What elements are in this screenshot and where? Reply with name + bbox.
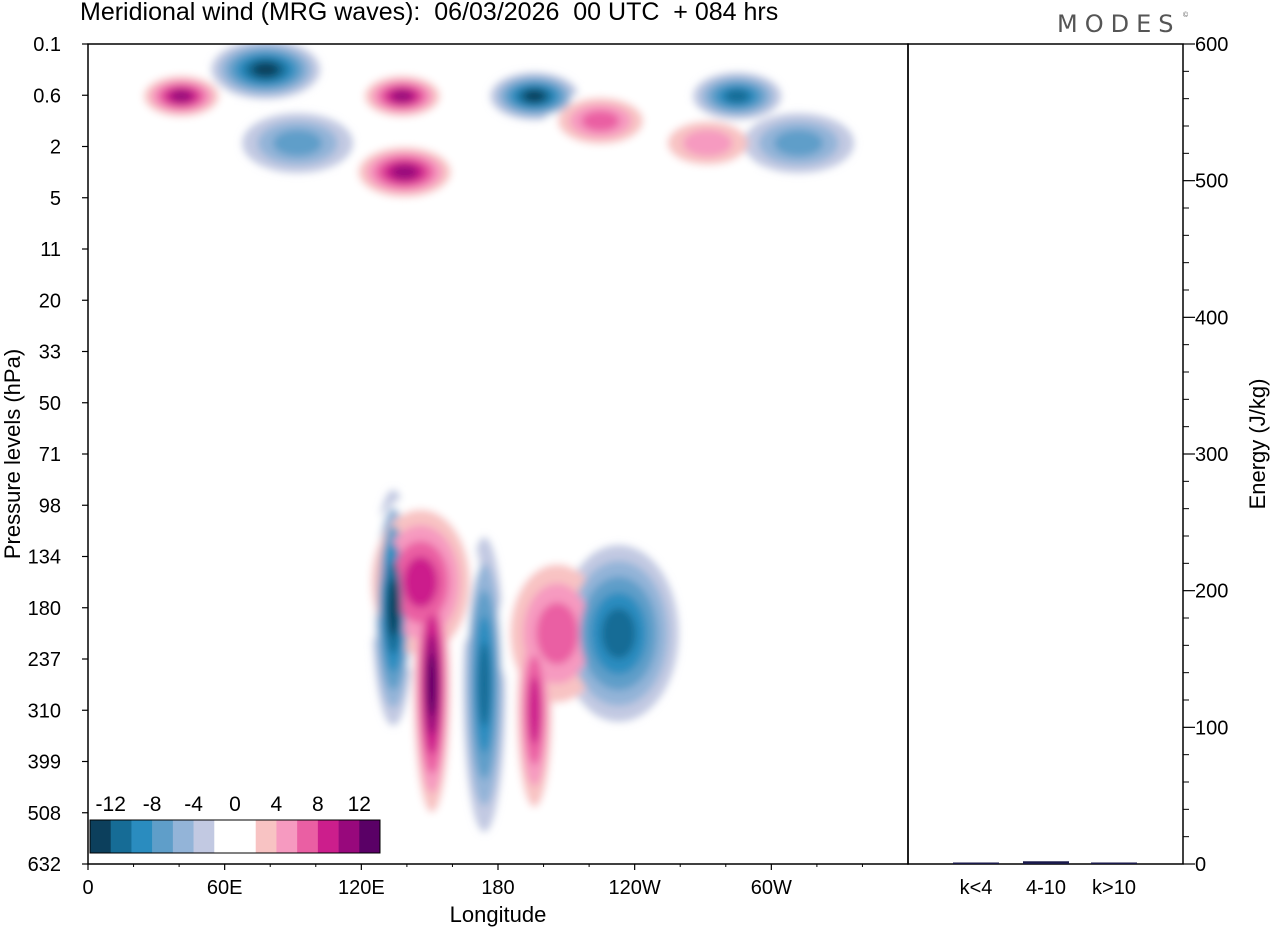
contour-region-8-6 <box>252 62 279 77</box>
y-tick-label: 0.6 <box>33 85 61 107</box>
colorbar-swatch <box>317 820 339 853</box>
energy-tick-label: 500 <box>1195 171 1228 193</box>
colorbar-swatch <box>255 820 277 853</box>
y-tick-label: 5 <box>50 188 61 210</box>
energy-category-label: k<4 <box>960 877 993 899</box>
colorbar-label: 4 <box>271 793 283 816</box>
contour-region-16-3 <box>273 129 323 157</box>
contour-field <box>137 44 855 832</box>
y-tick-label: 508 <box>28 803 61 825</box>
colorbar-label: -4 <box>184 793 203 816</box>
colorbar-swatch <box>276 820 298 853</box>
colorbar-swatch <box>214 820 236 853</box>
contour-region-13-3 <box>683 129 733 157</box>
colorbar-swatch <box>359 820 381 853</box>
colorbar-swatch <box>152 820 174 853</box>
colorbar-label: -12 <box>96 793 126 816</box>
colorbar-swatch <box>90 820 112 853</box>
x-tick-label: 120W <box>609 877 661 899</box>
energy-tick-label: 600 <box>1195 34 1228 56</box>
contour-region-14-5 <box>724 89 750 103</box>
x-tick-label: 60E <box>207 877 243 899</box>
colorbar: -12 -8 -4 0 4 8 12 <box>89 793 381 854</box>
contour-shading <box>137 44 855 832</box>
colorbar-swatch <box>172 820 194 853</box>
contour-region-7-6 <box>170 90 193 102</box>
contour-region-15-3 <box>774 129 824 157</box>
brand-copyright-mark: © <box>1183 12 1189 19</box>
contour-region-3-5 <box>528 676 541 744</box>
energy-tick-label: 100 <box>1195 717 1228 739</box>
x-tick-label: 0 <box>82 877 93 899</box>
energy-tick-label: 0 <box>1195 854 1206 876</box>
energy-bars: 0 100 200 300 400 500 600 Energy (J/kg) k<4 4-10 k… <box>953 34 1270 899</box>
energy-tick-label: 300 <box>1195 444 1228 466</box>
colorbar-frame <box>89 819 381 854</box>
y-tick-label: 11 <box>40 239 61 261</box>
contour-region-12-4 <box>581 110 620 132</box>
x-axis-label: Longitude <box>450 902 547 927</box>
y-tick-label: 71 <box>39 444 61 466</box>
y-tick-label: 134 <box>28 547 61 569</box>
y-tick-label: 98 <box>39 495 61 517</box>
y-tick-label: 237 <box>28 649 61 671</box>
contour-region-6-5 <box>403 556 438 608</box>
y-tick-label: 310 <box>28 700 61 722</box>
contour-region-2-5 <box>478 642 491 727</box>
contour-region-10-6 <box>391 165 418 180</box>
contour-region-0-7 <box>427 653 437 716</box>
y-axis-label: Pressure levels (hPa) <box>0 349 25 559</box>
brand-logo: MODES <box>1057 10 1181 38</box>
colorbar-label: 12 <box>348 793 371 816</box>
energy-plot-frame <box>907 43 1184 865</box>
colorbar-swatch <box>297 820 319 853</box>
energy-tick-label: 400 <box>1195 307 1228 329</box>
y-tick-label: 180 <box>28 598 61 620</box>
energy-bar <box>953 862 999 864</box>
x-tick-label: 120E <box>338 877 385 899</box>
contour-region-4-4 <box>536 602 579 665</box>
y-tick-label: 20 <box>39 290 61 312</box>
chart-title: Meridional wind (MRG waves): 06/03/2026 … <box>80 0 779 26</box>
colorbar-swatch <box>235 820 257 853</box>
y-tick-label: 50 <box>39 393 61 415</box>
y-tick-label: 0.1 <box>33 34 61 56</box>
y-tick-label: 632 <box>28 854 61 876</box>
contour-region-9-6 <box>391 90 413 102</box>
energy-tick-label: 200 <box>1195 581 1228 603</box>
contour-region-5-5 <box>601 608 636 659</box>
axes: 0.1 0.6 2 5 11 20 33 50 71 98 134 180 237 310 399 508 63… <box>0 34 863 927</box>
x-tick-label: 60W <box>751 877 792 899</box>
y-tick-label: 33 <box>39 342 61 364</box>
contour-region-11-6 <box>523 90 546 102</box>
colorbar-swatch <box>193 820 215 853</box>
colorbar-label: 0 <box>229 793 241 816</box>
colorbar-swatch <box>338 820 360 853</box>
colorbar-label: -8 <box>143 793 162 816</box>
colorbar-swatch <box>131 820 153 853</box>
colorbar-swatch <box>110 820 132 853</box>
energy-category-label: 4-10 <box>1026 877 1066 899</box>
energy-axis-label: Energy (J/kg) <box>1245 379 1270 510</box>
contour-region-1-6 <box>388 579 399 637</box>
y-tick-label: 399 <box>28 752 61 774</box>
y-tick-label: 2 <box>50 137 61 159</box>
colorbar-label: 8 <box>312 793 324 816</box>
energy-category-label: k>10 <box>1092 877 1136 899</box>
energy-bar <box>1023 861 1069 864</box>
energy-bar <box>1091 862 1137 864</box>
x-tick-label: 180 <box>481 877 514 899</box>
